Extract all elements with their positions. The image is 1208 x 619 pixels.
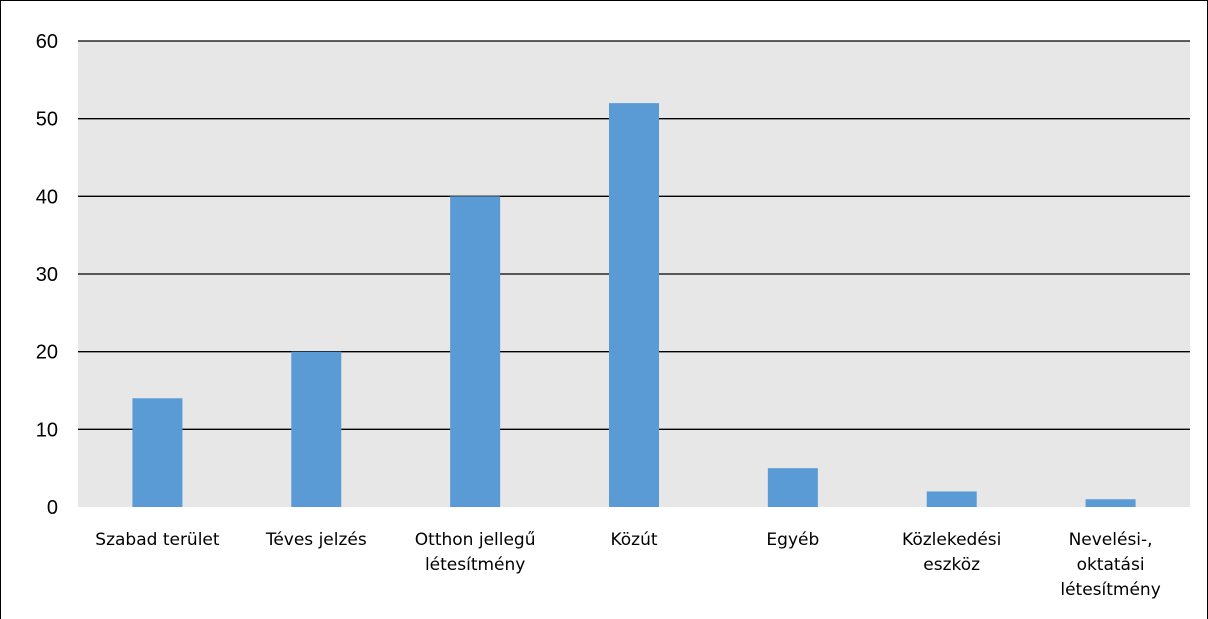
x-tick-label: Nevelési-, (1069, 530, 1153, 550)
bar (926, 491, 977, 507)
x-tick-label: Otthon jellegű (415, 530, 536, 550)
bar (609, 103, 659, 507)
y-tick-label: 30 (36, 264, 58, 286)
y-tick-label: 40 (36, 186, 58, 208)
y-tick-label: 0 (47, 497, 58, 519)
bar (767, 468, 818, 507)
bar (291, 351, 342, 507)
y-tick-label: 50 (36, 109, 58, 131)
x-tick-label: oktatási (1077, 555, 1145, 575)
bar (450, 196, 501, 508)
bar (132, 398, 183, 507)
y-axis: 0 10 20 30 40 50 60 (36, 31, 58, 519)
x-tick-label: létesítmény (1060, 580, 1160, 600)
y-tick-label: 10 (36, 419, 58, 441)
x-tick-label: Közlekedési (902, 530, 1001, 550)
x-tick-label: létesítmény (425, 555, 525, 575)
x-tick-label: Téves jelzés (265, 530, 367, 550)
x-tick-label: eszköz (923, 555, 980, 575)
bar (1085, 499, 1136, 507)
x-tick-label: Közút (610, 530, 657, 550)
y-tick-label: 20 (36, 342, 58, 364)
x-tick-label: Egyéb (766, 530, 819, 550)
bars (132, 103, 1136, 508)
y-tick-label: 60 (36, 31, 58, 53)
x-tick-label: Szabad terület (95, 530, 220, 550)
x-axis: Szabad terület Téves jelzés Otthon jellegű… (95, 530, 1160, 600)
